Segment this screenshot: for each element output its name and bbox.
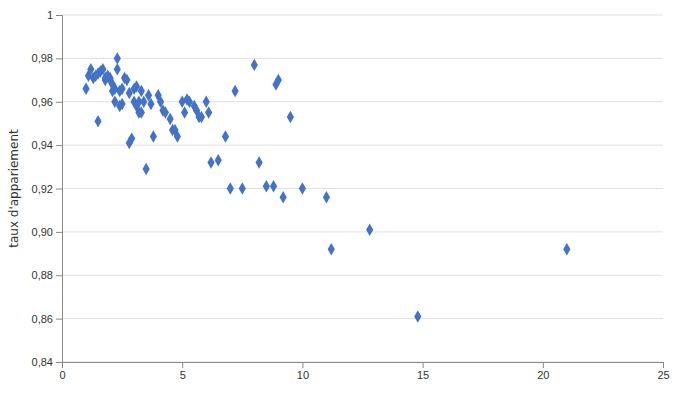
tick-label: 15 [417, 369, 429, 381]
point [299, 182, 306, 194]
grid-line [62, 318, 663, 319]
tick-label: 0,98 [32, 52, 53, 64]
tick-mark [56, 145, 62, 146]
tick: 0,98 [32, 52, 62, 64]
point [123, 74, 130, 86]
point [275, 74, 282, 86]
axis-line [56, 16, 63, 363]
tick-mark [302, 362, 303, 368]
grid-line [62, 58, 663, 59]
point [174, 130, 181, 142]
grid-line [62, 188, 663, 189]
tick: 5 [180, 362, 186, 381]
point [118, 98, 125, 110]
grid-line [62, 15, 663, 16]
tick-mark [56, 102, 62, 103]
point [263, 180, 270, 192]
tick-label: 0,96 [32, 96, 53, 108]
tick-mark [543, 362, 544, 368]
tick-label: 0,88 [32, 269, 53, 281]
tick-mark [423, 362, 424, 368]
tick-mark [56, 232, 62, 233]
point [287, 111, 294, 123]
chart: 05101520250,840,860,880,900,920,940,960,… [0, 0, 683, 394]
point [270, 180, 277, 192]
point [207, 156, 214, 168]
tick: 0,94 [32, 139, 62, 151]
point [366, 223, 373, 235]
tick-mark [663, 362, 664, 368]
tick-mark [56, 15, 62, 16]
point [563, 243, 570, 255]
tick: 25 [657, 362, 669, 381]
point [227, 182, 234, 194]
grid-line [62, 231, 663, 232]
point [231, 85, 238, 97]
tick-label: 20 [537, 369, 549, 381]
point [323, 191, 330, 203]
tick: 0 [59, 362, 65, 381]
axis-line [63, 363, 664, 369]
grid-line [62, 145, 663, 146]
tick: 0,92 [32, 183, 62, 195]
grid-line [62, 275, 663, 276]
tick-mark [56, 189, 62, 190]
point [82, 82, 89, 94]
point [414, 310, 421, 322]
tick-label: 0 [59, 369, 65, 381]
tick-mark [56, 58, 62, 59]
tick-label: 0,92 [32, 183, 53, 195]
tick-label: 10 [297, 369, 309, 381]
tick: 0,96 [32, 96, 62, 108]
tick-mark [56, 319, 62, 320]
tick-label: 25 [657, 369, 669, 381]
tick: 20 [537, 362, 549, 381]
tick-label: 5 [180, 369, 186, 381]
point [251, 59, 258, 71]
tick-label: 0,90 [32, 226, 53, 238]
grid [62, 15, 663, 362]
point [222, 130, 229, 142]
point [114, 52, 121, 64]
point [114, 63, 121, 75]
tick-mark [182, 362, 183, 368]
tick: 10 [297, 362, 309, 381]
tick-label: 1 [47, 9, 53, 21]
tick-mark [56, 362, 62, 363]
tick-label: 0,94 [32, 139, 53, 151]
point [118, 82, 125, 94]
point [150, 130, 157, 142]
x-axis: 0 5 10 15 20 25 [59, 362, 669, 381]
point [94, 115, 101, 127]
tick-label: 0,86 [32, 313, 53, 325]
y-axis-title: taux d'appariement [7, 129, 21, 248]
tick: 15 [417, 362, 429, 381]
point [138, 106, 145, 118]
point [205, 106, 212, 118]
tick-label: 0,84 [32, 356, 53, 368]
y-axis: 0,84 0,86 0,88 0,90 0,92 0,94 0,96 0,98 1 [32, 9, 63, 368]
point [239, 182, 246, 194]
point [215, 154, 222, 166]
point [167, 113, 174, 125]
point [143, 163, 150, 175]
tick: 1 [47, 9, 62, 21]
plot-area: 05101520250,840,860,880,900,920,940,960,… [32, 9, 670, 381]
point [328, 243, 335, 255]
point [198, 111, 205, 123]
point [203, 96, 210, 108]
point [181, 106, 188, 118]
tick: 0,88 [32, 269, 62, 281]
point [256, 156, 263, 168]
tick-mark [56, 275, 62, 276]
point [128, 132, 135, 144]
point [138, 85, 145, 97]
point [147, 98, 154, 110]
tick: 0,84 [32, 356, 62, 368]
point [280, 191, 287, 203]
tick: 0,86 [32, 313, 62, 325]
points [82, 52, 570, 323]
tick: 0,90 [32, 226, 62, 238]
